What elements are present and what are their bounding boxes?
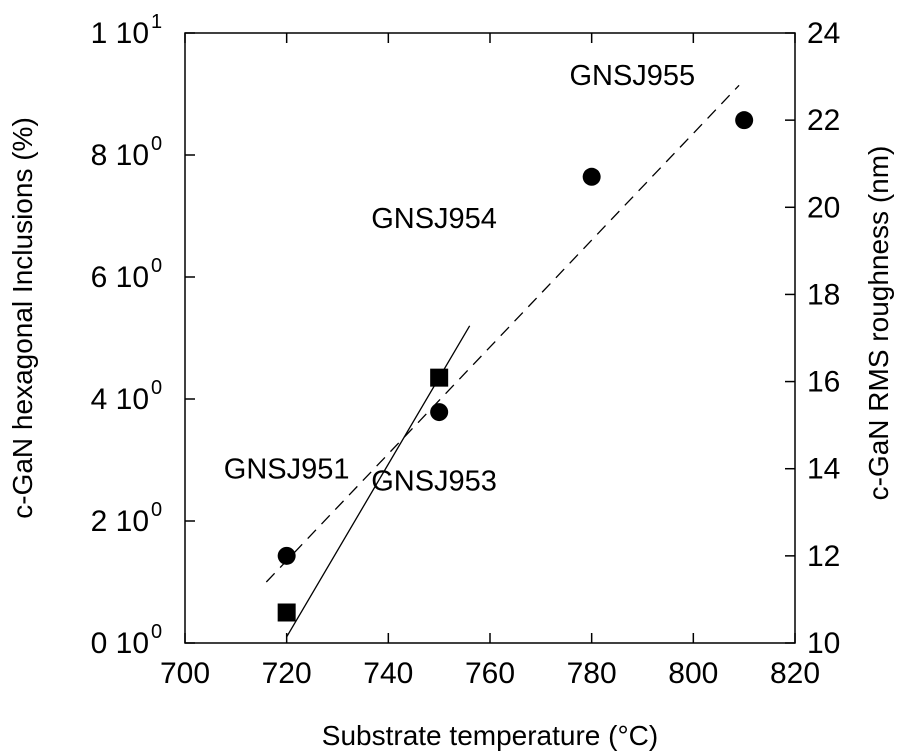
- point-annotation: GNSJ955: [569, 60, 695, 92]
- y-axis-right-label: c-GaN RMS roughness (nm): [863, 146, 894, 501]
- annotations: GNSJ951 GNSJ953 GNSJ954 GNSJ955: [224, 60, 695, 498]
- y-right-tick-label: 16: [807, 366, 840, 399]
- y-left-tick-label: 0 10: [91, 627, 149, 660]
- fit-line-dashed: [265, 84, 740, 583]
- circle-marker: [430, 403, 449, 422]
- point-annotation: GNSJ953: [371, 466, 497, 498]
- y-right-tick-label: 12: [807, 540, 840, 573]
- y-right-tick-label: 24: [807, 17, 840, 50]
- y-right-tick-label: 18: [807, 278, 840, 311]
- y-left-tick-label: 2 10: [91, 505, 149, 538]
- fit-lines: [265, 84, 740, 638]
- square-marker: [277, 603, 296, 622]
- x-tick-label: 760: [465, 657, 515, 690]
- x-tick-label: 820: [770, 657, 820, 690]
- x-tick-label: 780: [567, 657, 617, 690]
- y-left-tick-exponent: 0: [151, 255, 162, 277]
- y-right-tick-label: 10: [807, 627, 840, 660]
- y-left-tick-label: 6 10: [91, 261, 149, 294]
- y-left-tick-exponent: 0: [151, 499, 162, 521]
- circle-marker: [277, 546, 296, 565]
- x-axis-label: Substrate temperature (°C): [322, 720, 658, 751]
- y-left-tick-label: 8 10: [91, 139, 149, 172]
- plot-frame: [184, 32, 796, 644]
- circle-marker: [735, 111, 754, 130]
- y-right-tick-label: 14: [807, 453, 840, 486]
- y-left-tick-exponent: 0: [151, 377, 162, 399]
- y-left-tick-label: 1 10: [91, 17, 149, 50]
- square-marker: [430, 368, 449, 387]
- x-tick-label: 720: [262, 657, 312, 690]
- y-right-tick-label: 20: [807, 191, 840, 224]
- y-left-tick-exponent: 0: [151, 621, 162, 643]
- data-markers: [277, 111, 754, 622]
- x-tick-label: 800: [668, 657, 718, 690]
- y-axis-left-label: c-GaN hexagonal Inclusions (%): [7, 117, 38, 519]
- y-left-tick-exponent: 1: [151, 11, 162, 33]
- x-tick-label: 700: [160, 657, 210, 690]
- point-annotation: GNSJ954: [371, 203, 497, 235]
- x-tick-label: 740: [363, 657, 413, 690]
- y-left-tick-exponent: 0: [151, 133, 162, 155]
- point-annotation: GNSJ951: [224, 453, 350, 485]
- y-right-tick-label: 22: [807, 104, 840, 137]
- y-left-tick-label: 4 10: [91, 383, 149, 416]
- circle-marker: [582, 167, 601, 186]
